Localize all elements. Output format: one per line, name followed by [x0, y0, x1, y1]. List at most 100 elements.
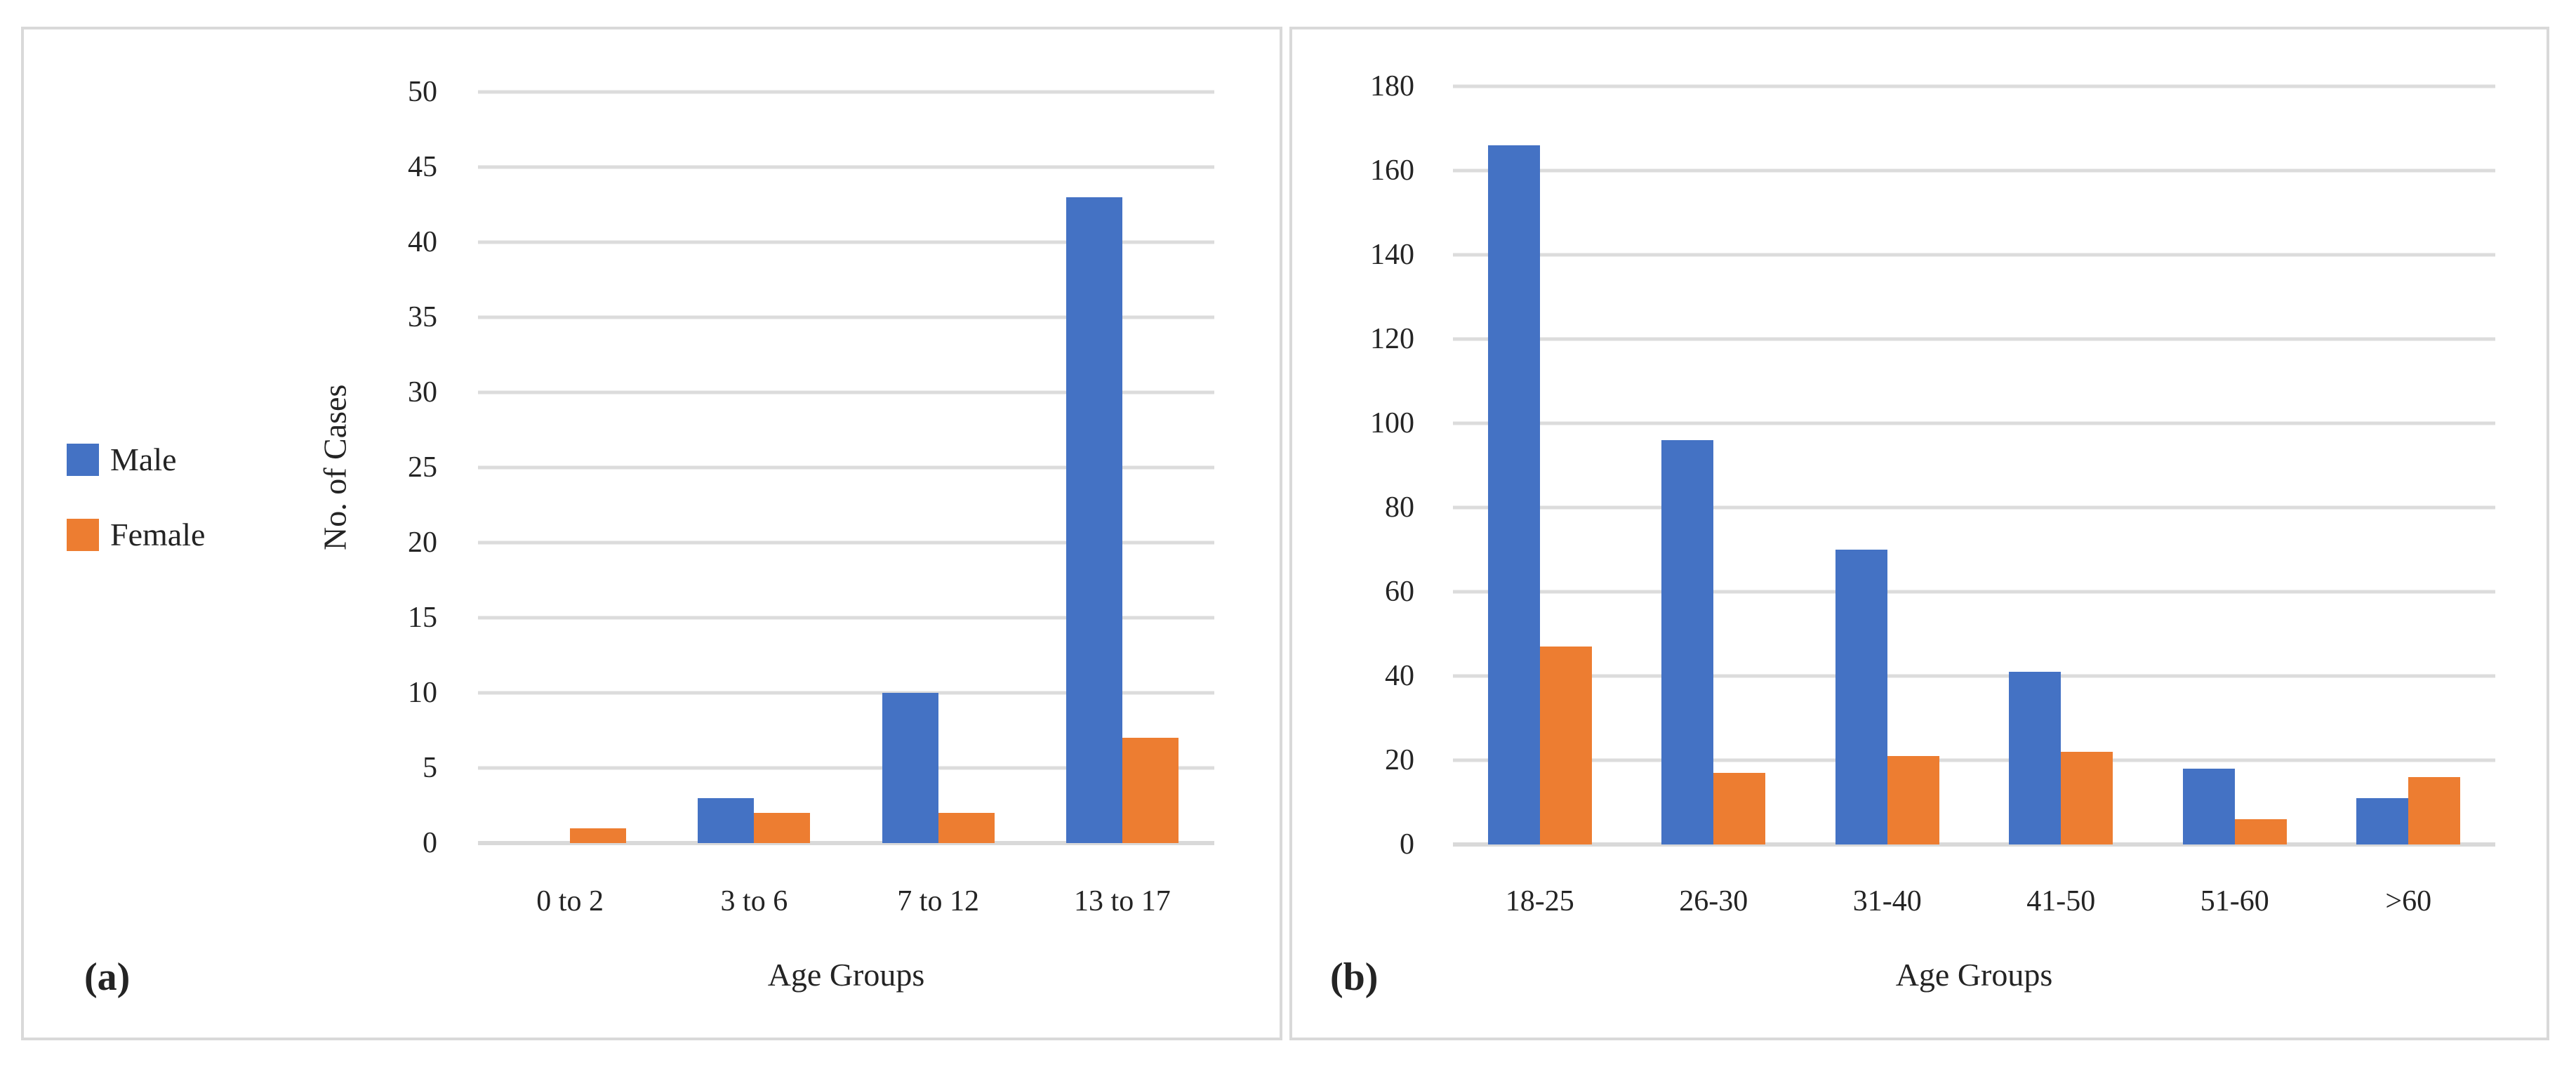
- gridline: [478, 541, 1214, 545]
- bar-group: [1453, 86, 1627, 844]
- y-tick-label: 40: [408, 226, 437, 258]
- bar-group: [1974, 86, 2149, 844]
- x-tick-label: 13 to 17: [1074, 885, 1171, 917]
- female-bar: [1887, 756, 1939, 844]
- panel-label-b: (b): [1330, 955, 1379, 999]
- x-tick-label: 7 to 12: [897, 885, 979, 917]
- x-tick-label: >60: [2385, 885, 2432, 917]
- x-tick-label: 41-50: [2026, 885, 2096, 917]
- male-bar: [2182, 769, 2235, 844]
- y-tick-label: 25: [408, 451, 437, 484]
- bar-groups: [1453, 86, 2495, 844]
- x-tick-label: 3 to 6: [720, 885, 788, 917]
- gridline: [478, 691, 1214, 695]
- legend-item-female: Female: [67, 517, 205, 552]
- y-tick-label: 40: [1385, 660, 1414, 692]
- bar-group: [662, 92, 846, 843]
- plot-area: 0 to 2 3 to 6 7 to 12 13 to 17: [478, 90, 1214, 917]
- y-tick-label: 120: [1370, 323, 1414, 355]
- y-tick-label: 35: [408, 301, 437, 333]
- gridline: [1453, 421, 2495, 425]
- gridline: [478, 390, 1214, 395]
- panel-label-a: (a): [84, 955, 131, 999]
- axis-baseline: [1453, 842, 2495, 847]
- gridline: [1453, 253, 2495, 257]
- gridline: [478, 465, 1214, 470]
- y-axis-ticks: 0 5 10 15 20 25 30 35 40 45 50: [339, 77, 437, 858]
- male-bar: [1487, 145, 1540, 844]
- legend-item-male: Male: [67, 442, 205, 477]
- female-swatch: [67, 519, 99, 551]
- bar-group: [2322, 86, 2496, 844]
- y-tick-label: 0: [1400, 828, 1414, 861]
- y-tick-label: 100: [1370, 407, 1414, 439]
- plot-area: 18-25 26-30 31-40 41-50 51-60 >60: [1453, 84, 2495, 917]
- gridline: [478, 766, 1214, 770]
- female-bar: [938, 813, 995, 843]
- gridline: [478, 240, 1214, 244]
- panel-b: 0 20 40 60 80 100 120 140 160 180 18-25 26-30 31-40…: [1289, 27, 2549, 1040]
- female-bar: [1539, 647, 1592, 844]
- y-tick-label: 60: [1385, 576, 1414, 608]
- bar-groups: [478, 92, 1214, 843]
- female-bar: [570, 828, 627, 843]
- male-bar: [2356, 798, 2409, 844]
- x-axis-title: Age Groups: [767, 957, 925, 993]
- y-tick-label: 140: [1370, 239, 1414, 271]
- male-bar: [882, 693, 938, 843]
- gridline: [1453, 758, 2495, 762]
- y-tick-label: 10: [408, 677, 437, 709]
- x-axis-ticks: 0 to 2 3 to 6 7 to 12 13 to 17: [478, 885, 1214, 917]
- gridline: [478, 165, 1214, 169]
- male-swatch: [67, 444, 99, 476]
- x-tick-label: 18-25: [1505, 885, 1574, 917]
- x-tick-label: 51-60: [2200, 885, 2269, 917]
- y-tick-label: 160: [1370, 154, 1414, 187]
- x-tick-label: 31-40: [1852, 885, 1922, 917]
- bar-group: [1030, 92, 1214, 843]
- female-bar: [2408, 777, 2461, 844]
- male-bar: [1065, 197, 1122, 843]
- panel-a: Male Female No. of Cases 0 5 10 15 20 25 30 35 4…: [21, 27, 1282, 1040]
- x-tick-label: 26-30: [1679, 885, 1748, 917]
- male-bar: [1835, 550, 1887, 844]
- bar-group: [847, 92, 1030, 843]
- y-tick-label: 80: [1385, 491, 1414, 524]
- gridline: [1453, 84, 2495, 88]
- gridline: [1453, 337, 2495, 341]
- y-tick-label: 45: [408, 151, 437, 183]
- y-tick-label: 0: [423, 827, 437, 859]
- x-tick-label: 0 to 2: [536, 885, 604, 917]
- y-tick-label: 20: [408, 526, 437, 559]
- gridline: [478, 315, 1214, 319]
- female-bar: [754, 813, 811, 843]
- bar-group: [478, 92, 662, 843]
- y-tick-label: 20: [1385, 744, 1414, 776]
- male-bar: [2009, 672, 2062, 844]
- gridline: [1453, 674, 2495, 678]
- female-bar: [1122, 738, 1179, 843]
- gridline: [1453, 505, 2495, 510]
- legend: Male Female: [67, 442, 205, 552]
- chart-a: 0 5 10 15 20 25 30 35 40 45 50 0 to 2 3 to 6 7 to 12…: [339, 77, 1214, 917]
- legend-female-label: Female: [110, 517, 206, 552]
- gridline: [478, 616, 1214, 620]
- gridline: [1453, 168, 2495, 173]
- bar-group: [1627, 86, 1801, 844]
- gridline: [1453, 590, 2495, 594]
- x-axis-title: Age Groups: [1895, 957, 2053, 993]
- gridline: [478, 90, 1214, 94]
- x-axis-ticks: 18-25 26-30 31-40 41-50 51-60 >60: [1453, 885, 2495, 917]
- bar-group: [2148, 86, 2322, 844]
- y-tick-label: 50: [408, 76, 437, 108]
- y-tick-label: 30: [408, 376, 437, 409]
- axis-baseline: [478, 841, 1214, 845]
- legend-male-label: Male: [110, 442, 177, 477]
- y-axis-ticks: 0 20 40 60 80 100 120 140 160 180: [1302, 72, 1414, 859]
- y-tick-label: 15: [408, 602, 437, 634]
- y-tick-label: 180: [1370, 70, 1414, 102]
- male-bar: [698, 797, 755, 843]
- female-bar: [2061, 752, 2113, 844]
- bar-group: [1800, 86, 1974, 844]
- y-tick-label: 5: [423, 752, 437, 784]
